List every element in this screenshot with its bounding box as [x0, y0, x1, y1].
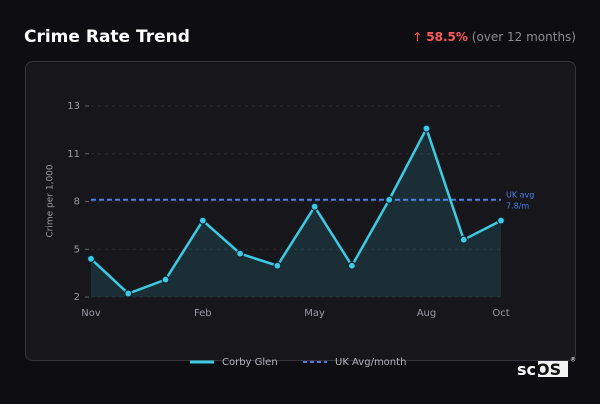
point: [86, 254, 96, 263]
x-tick-label: Oct: [492, 308, 509, 319]
change-arrow: ↑: [412, 30, 422, 44]
point: [310, 202, 319, 211]
point: [235, 249, 245, 258]
point: [273, 261, 282, 270]
legend-label: Corby Glen: [222, 357, 278, 368]
point: [496, 216, 506, 225]
y-axis-label: Crime per 1,000: [46, 164, 56, 238]
point: [422, 124, 431, 133]
change: ↑ 58.5% (over 12 months): [412, 30, 576, 44]
point: [459, 235, 468, 244]
y-tick-label: 2: [74, 292, 80, 303]
legend-label: UK Avg/month: [335, 357, 406, 368]
point: [198, 216, 207, 225]
change-value: 58.5%: [426, 30, 468, 44]
panel: [25, 61, 576, 361]
x-tick-label: Feb: [194, 308, 212, 319]
point: [124, 289, 133, 298]
x-tick-label: Aug: [417, 308, 437, 319]
chart-title: Crime Rate Trend: [24, 27, 190, 47]
point: [385, 195, 394, 204]
reference-label: UK avg: [506, 190, 534, 199]
x-tick-label: May: [304, 308, 325, 319]
logo-mark: ®: [570, 357, 576, 364]
y-tick-label: 8: [74, 197, 80, 208]
point: [347, 261, 357, 270]
logo: scOS: [517, 360, 561, 379]
plot: 2 5 8 11 13 Nov Feb May Aug Oct UK avg 7.8/m: [67, 101, 534, 319]
y-tick-label: 5: [74, 244, 80, 255]
x-tick-label: Nov: [81, 308, 101, 319]
y-tick-label: 13: [67, 101, 80, 112]
logo-box: [538, 361, 568, 377]
reference-value: 7.8/m: [506, 201, 529, 210]
point: [161, 275, 170, 284]
change-note: (over 12 months): [472, 30, 576, 44]
area: [91, 128, 501, 297]
y-tick-label: 11: [67, 149, 80, 160]
line: [90, 127, 502, 295]
